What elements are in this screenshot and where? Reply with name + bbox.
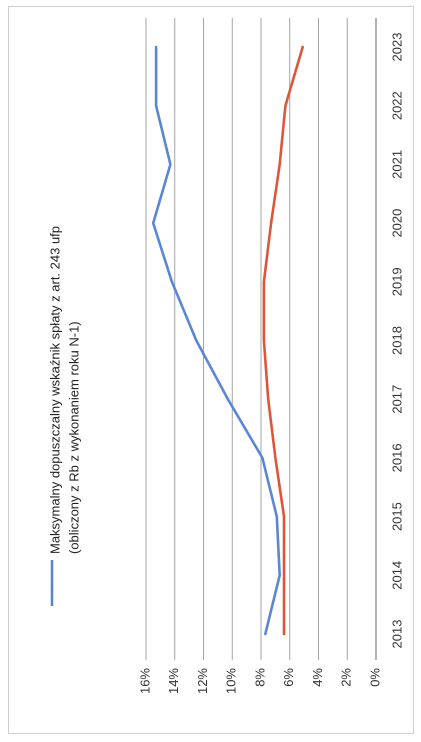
y-tick-label: 16% <box>137 668 152 694</box>
y-tick-label: 10% <box>224 668 239 694</box>
x-tick-labels: 2013 2014 2015 2016 2017 2018 2019 2020 2021 2022… <box>389 33 404 649</box>
legend: Maksymalny dopuszczalny wskaźnik spłaty … <box>47 226 81 606</box>
series-line-2 <box>262 45 305 636</box>
x-tick-label: 2019 <box>389 267 404 296</box>
y-tick-labels: 0% 2% 4% 6% 8% 10% 12% 14% 16% <box>137 668 382 694</box>
x-tick-label: 2015 <box>389 502 404 531</box>
y-tick-label: 0% <box>367 668 382 687</box>
y-tick-label: 12% <box>195 668 210 694</box>
y-tick-label: 14% <box>166 668 181 694</box>
gridlines <box>145 18 377 660</box>
series-line-1 <box>151 45 282 636</box>
x-tick-label: 2023 <box>389 33 404 62</box>
x-tick-label: 2016 <box>389 443 404 472</box>
y-tick-label: 8% <box>252 668 267 687</box>
x-tick-label: 2020 <box>389 209 404 238</box>
x-tick-label: 2014 <box>389 561 404 590</box>
x-tick-label: 2018 <box>389 326 404 355</box>
legend-label: Maksymalny dopuszczalny wskaźnik spłaty … <box>47 226 62 554</box>
x-tick-label: 2013 <box>389 620 404 649</box>
y-tick-label: 6% <box>281 668 296 687</box>
legend-label-line2: (obliczony z Rb z wykonaniem roku N-1) <box>66 321 81 554</box>
series-lines <box>151 45 305 636</box>
x-tick-label: 2021 <box>389 150 404 179</box>
y-tick-label: 4% <box>310 668 325 687</box>
x-tick-label: 2017 <box>389 385 404 414</box>
y-tick-label: 2% <box>339 668 354 687</box>
x-tick-label: 2022 <box>389 91 404 120</box>
